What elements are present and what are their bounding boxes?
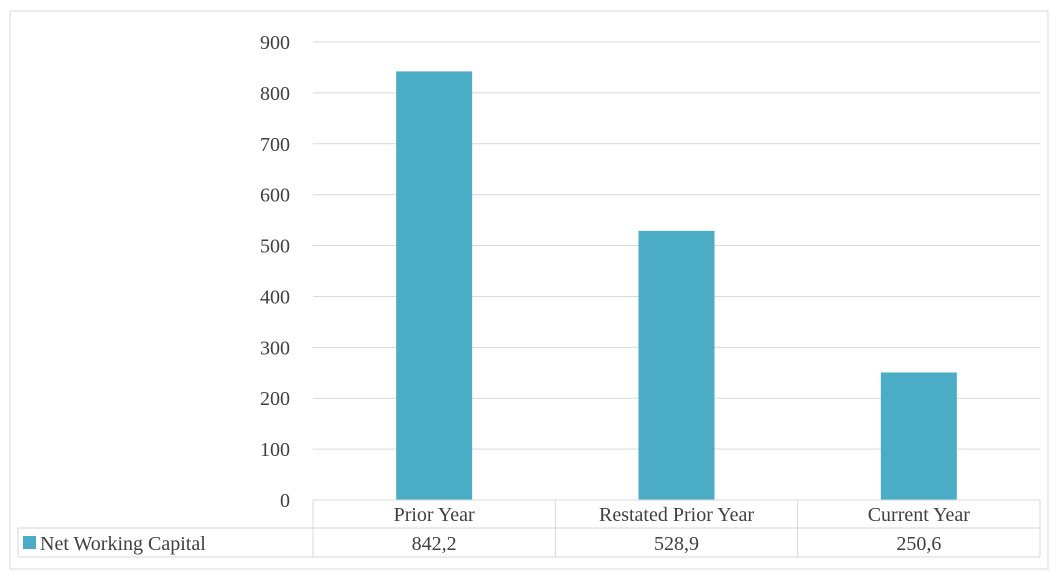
bar xyxy=(396,71,473,500)
bar xyxy=(880,372,957,500)
legend-swatch xyxy=(23,536,36,549)
y-tick-label: 500 xyxy=(260,236,290,258)
y-tick-label: 800 xyxy=(260,83,290,105)
y-tick-label: 900 xyxy=(260,32,290,54)
y-tick-label: 300 xyxy=(260,337,290,359)
data-table: Prior Year 842,2 Restated Prior Year 528,9 C… xyxy=(17,499,1041,558)
data-table-value: 528,9 xyxy=(654,533,699,555)
y-tick-label: 700 xyxy=(260,134,290,156)
y-axis-tick-labels: 0 100 200 300 400 500 600 700 800 900 xyxy=(260,32,290,512)
bar xyxy=(638,230,715,500)
x-category-label: Restated Prior Year xyxy=(599,504,754,526)
y-tick-label: 0 xyxy=(280,490,290,512)
y-tick-label: 200 xyxy=(260,388,290,410)
x-category-label: Prior Year xyxy=(394,504,475,526)
bars xyxy=(396,71,957,500)
legend-series-name: Net Working Capital xyxy=(40,533,206,555)
data-table-value: 842,2 xyxy=(412,533,457,555)
chart-frame xyxy=(9,10,1049,570)
y-tick-label: 400 xyxy=(260,286,290,308)
y-tick-label: 100 xyxy=(260,439,290,461)
data-table-value: 250,6 xyxy=(896,533,941,555)
y-tick-label: 600 xyxy=(260,185,290,207)
x-category-label: Current Year xyxy=(868,504,971,526)
